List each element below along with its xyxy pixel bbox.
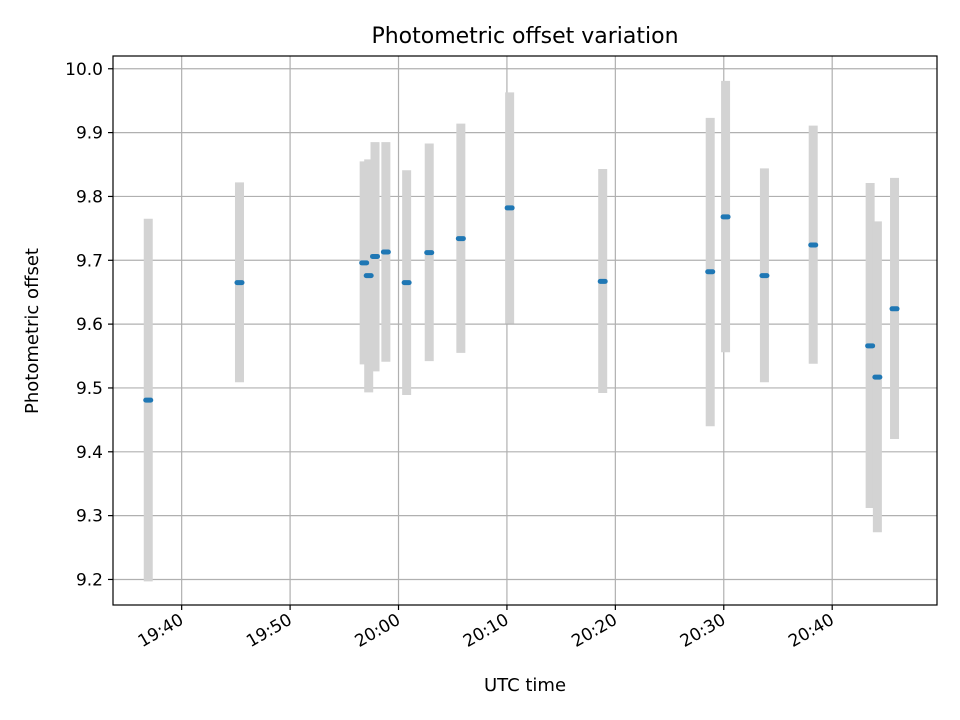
errorbar-layer: [143, 80, 900, 582]
plot-frame: [112, 55, 938, 606]
x-axis-label: UTC time: [484, 675, 566, 696]
x-tick-label: 20:00: [352, 610, 404, 652]
data-point: [504, 205, 515, 211]
tick-layer: 19:40 19:50 20:00 20:10 20:20 20:30 20:40 9.2 9.…: [65, 60, 838, 652]
data-point: [401, 280, 412, 286]
y-tick-label: 9.4: [76, 443, 103, 463]
data-point: [889, 306, 900, 312]
data-point: [597, 278, 608, 284]
data-point: [143, 397, 154, 403]
y-axis-label: Photometric offset: [22, 248, 43, 414]
marker-layer: [143, 205, 900, 403]
data-point: [720, 214, 731, 220]
data-point: [705, 269, 716, 275]
data-point: [424, 250, 435, 256]
data-point: [380, 249, 391, 255]
x-tick-label: 19:40: [135, 610, 187, 652]
data-point: [865, 343, 876, 349]
data-point: [363, 273, 374, 279]
y-tick-label: 9.6: [76, 315, 103, 335]
data-point: [808, 242, 819, 248]
chart-title: Photometric offset variation: [371, 24, 678, 49]
data-point: [359, 260, 370, 266]
x-tick-label: 20:20: [568, 610, 620, 652]
data-point: [759, 273, 770, 279]
y-tick-label: 9.9: [76, 124, 103, 144]
y-tick-label: 9.5: [76, 379, 103, 399]
y-tick-label: 9.8: [76, 187, 103, 207]
y-tick-label: 9.2: [76, 570, 103, 590]
x-tick-label: 20:40: [785, 610, 837, 652]
data-point: [455, 236, 466, 242]
x-tick-label: 20:30: [677, 610, 729, 652]
y-tick-label: 9.3: [76, 507, 103, 527]
data-point: [370, 253, 381, 259]
data-point: [234, 280, 245, 286]
y-tick-label: 9.7: [76, 251, 103, 271]
x-tick-label: 19:50: [243, 610, 295, 652]
x-tick-label: 20:10: [460, 610, 512, 652]
y-tick-label: 10.0: [65, 60, 103, 80]
data-point: [872, 374, 883, 380]
